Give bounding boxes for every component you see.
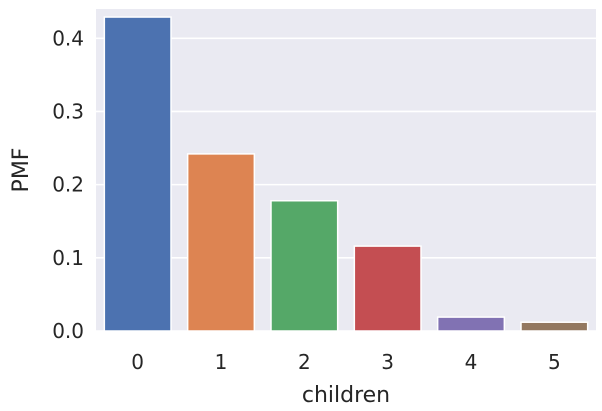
x-axis-ticks: 0 1 2 3 4 5 (131, 350, 560, 374)
bar-0 (103, 16, 172, 332)
y-tick-label: 0.1 (52, 246, 84, 270)
y-tick-label: 0.2 (52, 173, 84, 197)
y-axis-ticks: 0.0 0.1 0.2 0.3 0.4 (52, 26, 84, 343)
y-tick-label: 0.4 (52, 26, 84, 50)
x-axis-label: children (302, 383, 390, 408)
y-axis-label: PMF (9, 148, 34, 193)
bars (103, 16, 589, 332)
plot-area (96, 9, 596, 331)
y-tick-label: 0.0 (52, 319, 84, 343)
x-tick-label: 5 (548, 350, 561, 374)
bar-4 (436, 316, 506, 332)
x-tick-label: 4 (465, 350, 478, 374)
x-tick-label: 0 (131, 350, 144, 374)
x-tick-label: 2 (298, 350, 311, 374)
bar-1 (186, 153, 256, 332)
bar-2 (270, 199, 339, 332)
bar-5 (520, 321, 589, 332)
bar-3 (353, 245, 422, 332)
x-tick-label: 3 (381, 350, 394, 374)
gridlines (96, 37, 596, 332)
x-tick-label: 1 (215, 350, 228, 374)
y-tick-label: 0.3 (52, 99, 84, 123)
